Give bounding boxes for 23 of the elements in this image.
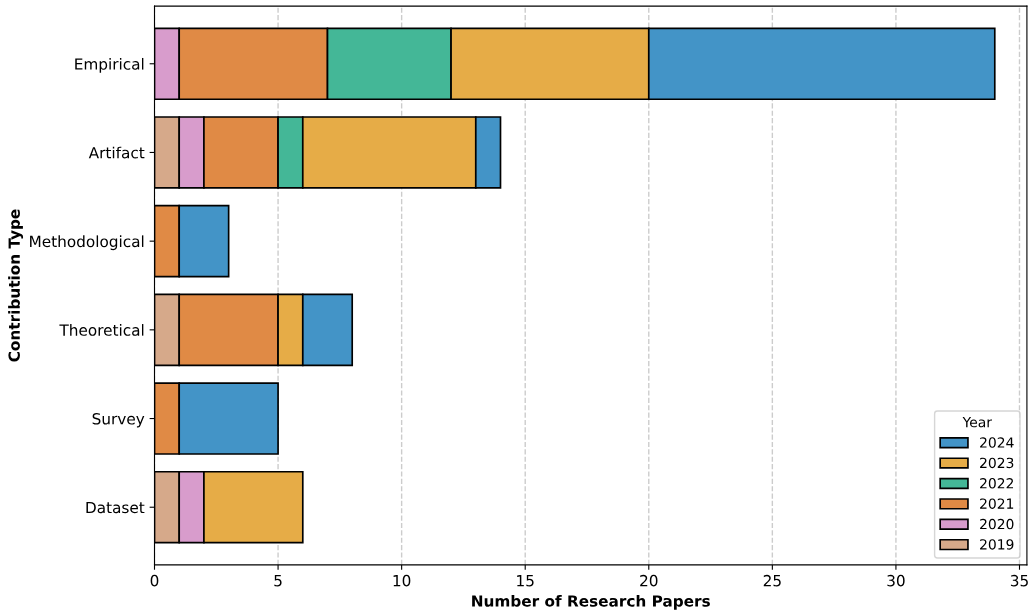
x-tick-label: 25 xyxy=(763,574,781,587)
x-tick-label: 15 xyxy=(517,575,534,587)
legend-label: 2024 xyxy=(980,437,1014,448)
legend-label: 2021 xyxy=(980,498,1014,509)
y-tick-label: Empirical xyxy=(75,57,144,73)
legend-title: Year xyxy=(962,417,992,428)
legend-label: 2023 xyxy=(980,457,1014,469)
legend-label: 2022 xyxy=(980,478,1014,489)
x-tick-label: 0 xyxy=(150,574,159,587)
y-tick-label: Methodological xyxy=(30,235,144,251)
y-tick-label: Dataset xyxy=(86,501,145,514)
y-tick-label: Survey xyxy=(92,413,145,428)
x-tick-label: 20 xyxy=(640,574,658,587)
y-axis-title: Contribution Type xyxy=(8,209,24,362)
legend-label: 2019 xyxy=(980,539,1014,550)
legend-label: 2020 xyxy=(980,518,1014,530)
y-tick-label: Theoretical xyxy=(59,324,144,336)
x-tick-label: 35 xyxy=(1010,574,1028,587)
x-tick-label: 10 xyxy=(393,574,411,587)
x-tick-label: 5 xyxy=(274,575,282,587)
x-tick-label: 30 xyxy=(887,574,905,587)
y-tick-label: Artifact xyxy=(88,146,145,159)
x-axis-title: Number of Research Papers xyxy=(472,594,710,610)
